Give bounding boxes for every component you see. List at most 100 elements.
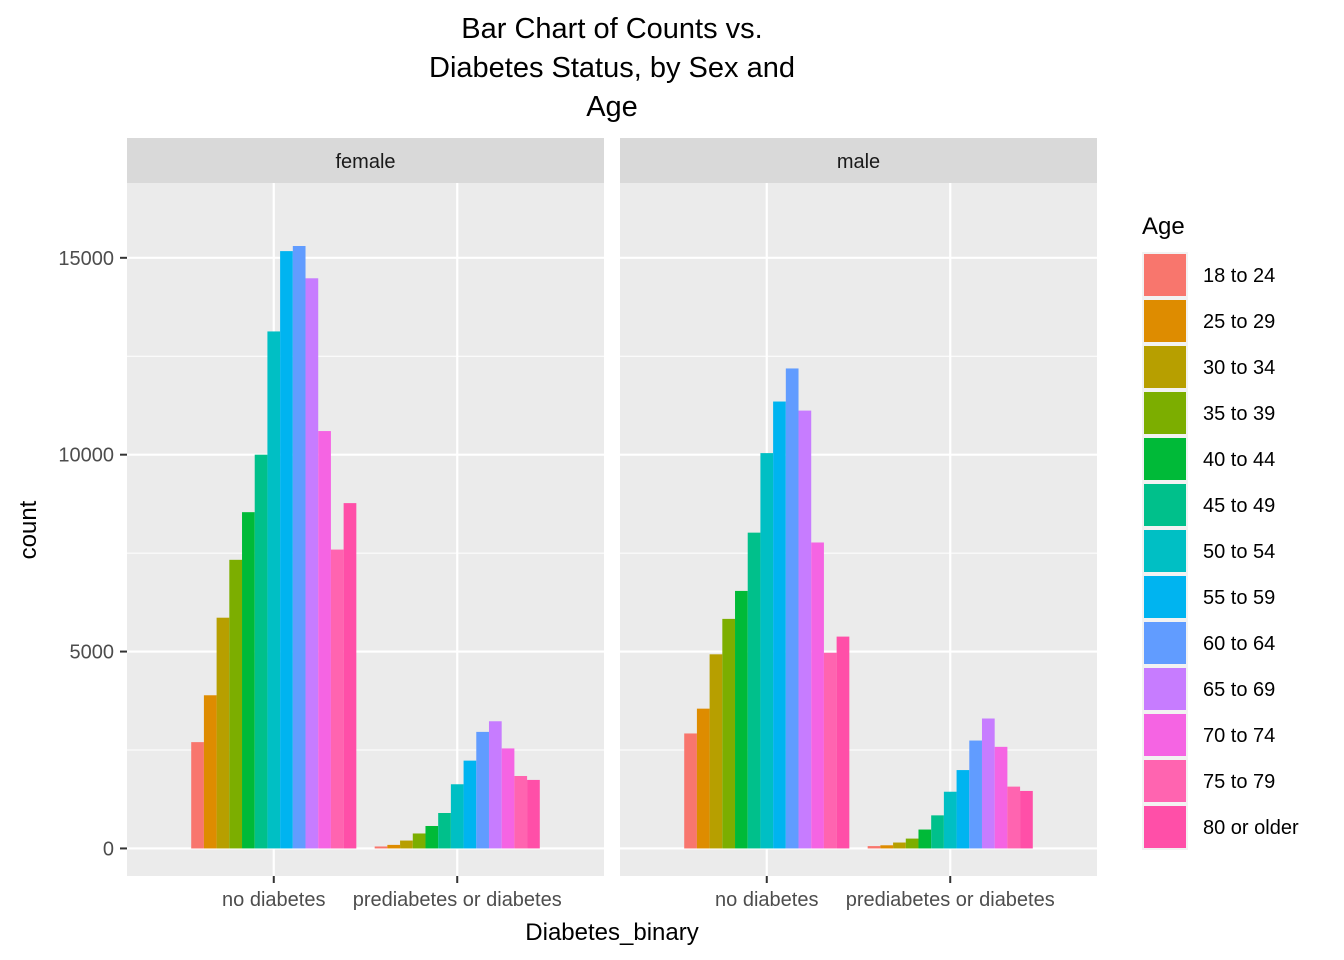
bar-female-0-11 [330, 549, 344, 849]
bar-male-1-6 [943, 791, 957, 849]
legend-title: Age [1142, 213, 1185, 240]
legend-label-5: 45 to 49 [1203, 495, 1275, 517]
bar-male-0-11 [823, 652, 837, 849]
y-tick-label: 0 [103, 838, 114, 860]
bar-male-0-9 [798, 410, 812, 849]
legend-swatch-11 [1144, 760, 1186, 802]
bar-female-1-1 [387, 844, 401, 849]
bar-male-1-1 [880, 845, 894, 849]
legend-label-11: 75 to 79 [1203, 771, 1275, 793]
bar-male-0-8 [785, 368, 799, 849]
legend-swatch-7 [1144, 576, 1186, 618]
bar-male-1-12 [1020, 790, 1033, 849]
y-axis-title: count [15, 500, 42, 559]
x-tick-label: no diabetes [222, 889, 325, 911]
legend-swatch-6 [1144, 530, 1186, 572]
bar-female-1-5 [438, 813, 451, 849]
bar-female-0-4 [242, 512, 255, 849]
legend-swatch-9 [1144, 668, 1186, 710]
bar-male-0-6 [760, 453, 774, 849]
chart-title: Bar Chart of Counts vs. Diabetes Status,… [429, 13, 795, 123]
bar-female-1-2 [400, 840, 413, 849]
bar-female-0-7 [280, 251, 293, 849]
bar-female-0-10 [318, 431, 331, 849]
bar-male-0-7 [773, 401, 786, 849]
legend-label-6: 50 to 54 [1203, 541, 1275, 563]
bar-male-0-5 [747, 532, 761, 849]
bar-male-0-4 [735, 590, 748, 849]
legend-label-12: 80 or older [1203, 817, 1299, 839]
legend-label-8: 60 to 64 [1203, 633, 1275, 655]
bar-female-1-7 [463, 760, 477, 849]
legend-label-7: 55 to 59 [1203, 587, 1275, 609]
facet-panel-male: male no diabetes prediabetes or diabetes [620, 138, 1097, 911]
bar-male-1-10 [994, 746, 1008, 849]
legend-label-1: 25 to 29 [1203, 311, 1275, 333]
facet-strip-female [127, 138, 604, 183]
facet-label-male: male [837, 151, 880, 173]
bar-male-1-2 [893, 842, 906, 849]
y-tick-label: 10000 [58, 445, 114, 467]
x-axis-title: Diabetes_binary [525, 919, 698, 946]
legend-swatch-12 [1144, 806, 1186, 848]
bar-male-1-5 [931, 815, 944, 849]
legend-swatch-10 [1144, 714, 1186, 756]
bar-male-1-9 [981, 718, 995, 849]
bar-female-0-9 [305, 278, 319, 849]
bar-female-0-12 [343, 503, 357, 849]
bar-female-1-4 [425, 825, 439, 849]
bar-female-1-11 [514, 775, 528, 849]
bar-male-0-2 [709, 654, 723, 849]
bar-female-1-0 [374, 846, 388, 849]
bar-female-0-3 [229, 559, 243, 849]
bar-male-0-10 [811, 542, 824, 849]
bar-female-0-5 [254, 454, 268, 849]
facet-panels: female no diabetes prediabetes or diabetes… [127, 138, 1097, 911]
legend-swatch-2 [1144, 346, 1186, 388]
bar-female-1-9 [488, 721, 502, 849]
legend-label-4: 40 to 44 [1203, 449, 1275, 471]
legend-label-0: 18 to 24 [1203, 265, 1275, 287]
y-tick-label: 15000 [58, 248, 114, 270]
y-axis: 0 5000 10000 15000 [58, 248, 127, 860]
facet-label-female: female [335, 151, 395, 173]
bar-female-1-8 [476, 731, 489, 849]
y-tick-label: 5000 [70, 642, 115, 664]
bar-female-0-2 [216, 617, 230, 849]
legend-label-2: 30 to 34 [1203, 357, 1275, 379]
legend: Age 18 to 24 25 to 29 30 to 34 35 to 39 40 t… [1142, 213, 1299, 850]
x-tick-label: no diabetes [715, 889, 818, 911]
bar-female-1-10 [501, 748, 515, 849]
chart-title-line-3: Age [586, 91, 638, 123]
legend-swatch-3 [1144, 392, 1186, 434]
legend-swatch-4 [1144, 438, 1186, 480]
bar-male-1-4 [918, 829, 932, 849]
x-tick-label: prediabetes or diabetes [353, 889, 562, 911]
bar-male-0-12 [836, 636, 850, 849]
bar-female-1-12 [527, 779, 540, 849]
bar-female-1-3 [412, 833, 426, 849]
facet-panel-female: female no diabetes prediabetes or diabetes [127, 138, 604, 911]
bar-female-0-8 [292, 246, 306, 849]
bar-male-0-0 [684, 733, 697, 849]
bar-female-0-0 [191, 742, 204, 849]
bar-female-0-1 [203, 695, 217, 849]
bar-male-1-8 [969, 740, 982, 849]
bar-male-1-11 [1007, 786, 1021, 849]
legend-swatch-8 [1144, 622, 1186, 664]
bar-female-1-6 [450, 784, 464, 849]
legend-label-3: 35 to 39 [1203, 403, 1275, 425]
legend-swatch-1 [1144, 300, 1186, 342]
bar-male-1-7 [956, 770, 970, 849]
bar-female-0-6 [267, 331, 281, 849]
bar-male-0-1 [696, 708, 710, 849]
legend-swatch-0 [1144, 254, 1186, 296]
chart-title-line-2: Diabetes Status, by Sex and [429, 52, 795, 84]
bar-male-0-3 [722, 618, 736, 849]
facet-strip-male [620, 138, 1097, 183]
bar-male-1-0 [867, 846, 881, 849]
x-tick-label: prediabetes or diabetes [846, 889, 1055, 911]
chart-title-line-1: Bar Chart of Counts vs. [461, 13, 762, 45]
legend-label-10: 70 to 74 [1203, 725, 1275, 747]
